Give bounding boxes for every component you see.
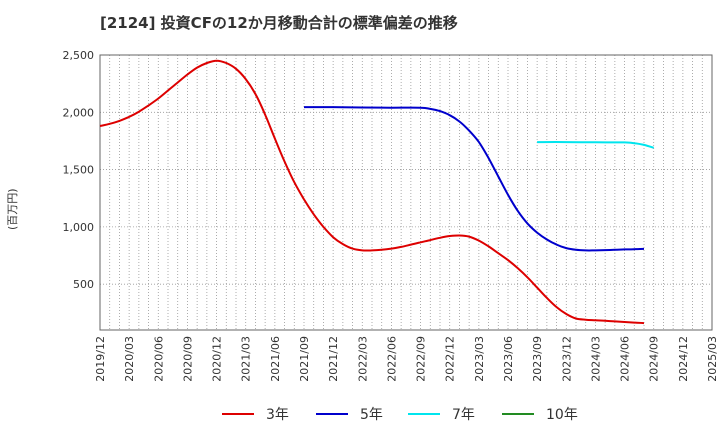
- x-tick-label: 2020/09: [181, 336, 194, 382]
- x-tick-label: 2020/12: [211, 336, 224, 382]
- x-tick-label: 2022/12: [444, 336, 457, 382]
- legend-swatch: [408, 413, 440, 415]
- x-tick-label: 2024/12: [677, 336, 690, 382]
- plot-frame: [99, 54, 713, 331]
- legend-swatch: [316, 413, 348, 415]
- x-tick-labels: 2019/12 2020/03 2020/06 2020/09 2020/12 2021/…: [94, 336, 719, 382]
- y-tick-label: 1,000: [63, 221, 95, 234]
- y-tick-label: 2,000: [63, 106, 95, 119]
- x-tick-label: 2020/06: [152, 336, 165, 382]
- legend-swatch: [222, 413, 254, 415]
- x-tick-label: 2025/03: [706, 336, 719, 382]
- series-line-1: [304, 106, 645, 252]
- x-tick-label: 2024/06: [619, 336, 632, 382]
- x-tick-label: 2024/03: [589, 336, 602, 382]
- x-tick-label: 2022/03: [356, 336, 369, 382]
- legend-label: 5年: [360, 407, 383, 423]
- y-tick-label: 2,500: [63, 49, 95, 62]
- x-tick-label: 2023/12: [560, 336, 573, 382]
- x-tick-label: 2023/09: [531, 336, 544, 382]
- grid-lines: [99, 54, 713, 330]
- series-lines: [99, 59, 654, 325]
- legend-item: 10年: [502, 402, 578, 426]
- x-tick-label: 2021/03: [240, 336, 253, 382]
- series-line-0: [99, 59, 645, 325]
- x-tick-label: 2021/12: [327, 336, 340, 382]
- x-tick-label: 2023/06: [502, 336, 515, 382]
- x-tick-label: 2021/06: [269, 336, 282, 382]
- x-tick-label: 2024/09: [648, 336, 661, 382]
- legend-item: 3年: [222, 402, 289, 426]
- legend-label: 10年: [546, 407, 578, 423]
- x-tick-label: 2022/06: [385, 336, 398, 382]
- legend-item: 5年: [316, 402, 383, 426]
- legend-swatch: [502, 413, 534, 415]
- x-tick-label: 2020/03: [123, 336, 136, 382]
- y-tick-label: 500: [73, 278, 94, 291]
- y-tick-labels: 500 1,000 1,500 2,000 2,500: [63, 49, 95, 291]
- x-tick-label: 2023/03: [473, 336, 486, 382]
- chart-title: [2124] 投資CFの12か月移動合計の標準偏差の推移: [100, 14, 458, 32]
- legend-label: 3年: [266, 407, 289, 423]
- x-tick-label: 2019/12: [94, 336, 107, 382]
- x-tick-label: 2021/09: [298, 336, 311, 382]
- legend-label: 7年: [452, 407, 475, 423]
- x-tick-label: 2022/09: [415, 336, 428, 382]
- legend: 3年 5年 7年 10年: [0, 402, 720, 426]
- series-line-2: [537, 141, 654, 149]
- y-tick-label: 1,500: [63, 164, 95, 177]
- legend-item: 7年: [408, 402, 475, 426]
